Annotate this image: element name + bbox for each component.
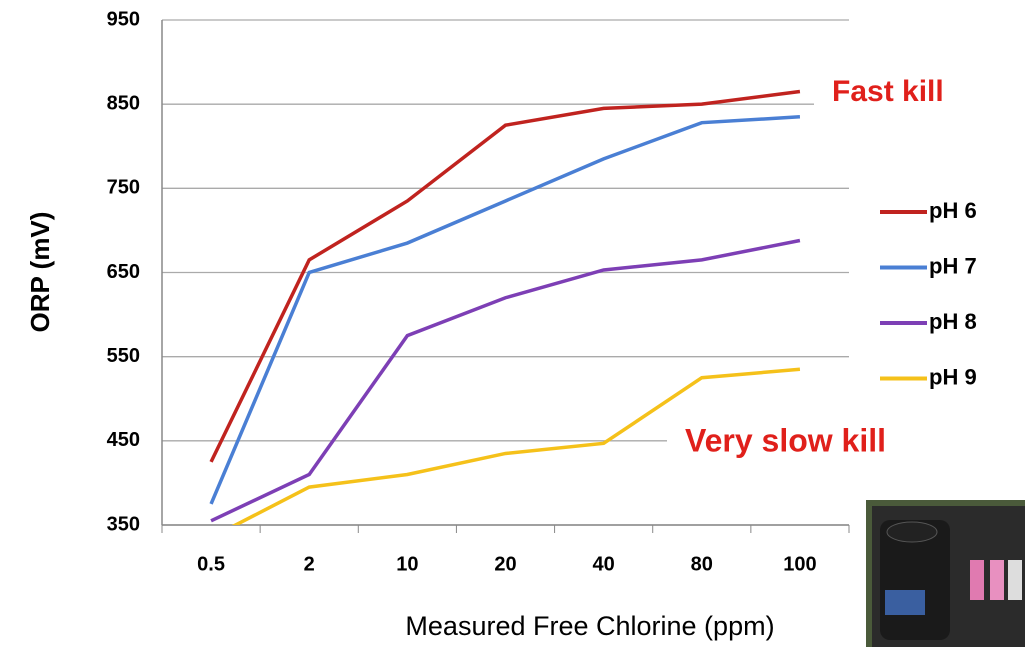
x-tick-label: 40: [593, 553, 615, 575]
legend-label: pH 9: [929, 364, 977, 389]
y-axis-title: ORP (mV): [25, 212, 55, 333]
plot-lines: [209, 89, 801, 525]
annotation: Very slow kill: [685, 422, 886, 458]
x-tick-label: 2: [304, 553, 315, 575]
x-tick-label: 10: [396, 553, 418, 575]
x-tick-label: 80: [691, 553, 713, 575]
annotation: Fast kill: [832, 75, 944, 108]
y-tick-label: 650: [107, 261, 140, 283]
annotation-bg: [667, 423, 1025, 463]
y-tick-label: 450: [107, 429, 140, 451]
series-line: [231, 367, 801, 525]
photo: [866, 500, 1025, 647]
legend-label: pH 6: [929, 198, 977, 223]
series-line: [209, 115, 801, 505]
series-line: [210, 238, 801, 523]
y-tick-label: 750: [107, 177, 140, 199]
y-tick-label: 550: [107, 345, 140, 367]
y-tick-label: 850: [107, 92, 140, 114]
annotation-bg: [814, 73, 1014, 113]
x-tick-label: 20: [494, 553, 516, 575]
series-line: [209, 89, 801, 463]
x-tick-label: 0.5: [197, 553, 225, 575]
y-tick-label: 350: [107, 513, 140, 535]
legend-label: pH 8: [929, 309, 977, 334]
y-tick-label: 950: [107, 8, 140, 30]
legend-label: pH 7: [929, 253, 977, 278]
x-tick-label: 100: [783, 553, 816, 575]
x-axis-title: Measured Free Chlorine (ppm): [405, 611, 774, 641]
